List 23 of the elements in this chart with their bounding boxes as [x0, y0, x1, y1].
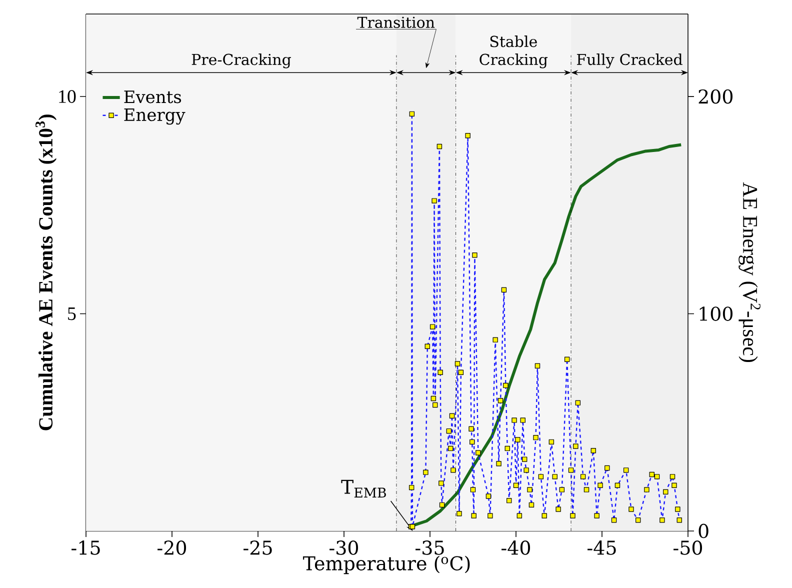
x-tick-label: -25	[244, 540, 272, 555]
legend-label: Energy	[124, 108, 186, 125]
x-tick-label: -30	[330, 540, 358, 555]
y-tick-label: 5	[68, 307, 76, 320]
band-label: Transition	[357, 16, 435, 28]
y2-tick-label: 100	[700, 306, 733, 321]
y2-tick-label: 0	[698, 524, 708, 538]
x-axis-title: Temperature ($^{o}$C)	[302, 556, 470, 574]
x-tick-label: -20	[158, 540, 186, 555]
y-tick-label: 10	[59, 90, 76, 103]
x-tick-label: -40	[502, 540, 530, 555]
band-label: Stable Cracking	[480, 36, 548, 68]
y-axis-title: Cumulative AE Events Counts (x10$^{3}$)	[36, 114, 57, 430]
y2-tick-label: 200	[698, 89, 733, 104]
x-tick-label: -45	[588, 540, 616, 555]
x-tick-label: -50	[674, 540, 702, 555]
x-tick-label: -15	[72, 540, 100, 555]
band-label: Fully Cracked	[576, 54, 682, 68]
legend-label: Events	[124, 90, 182, 104]
x-tick-label: -35	[416, 540, 444, 555]
band-label: Pre-Cracking	[192, 54, 291, 68]
y2-axis-title: AE Energy (V$^{2}$-μsec)	[738, 182, 760, 362]
annotation: T$_{EMB}$	[341, 480, 386, 498]
